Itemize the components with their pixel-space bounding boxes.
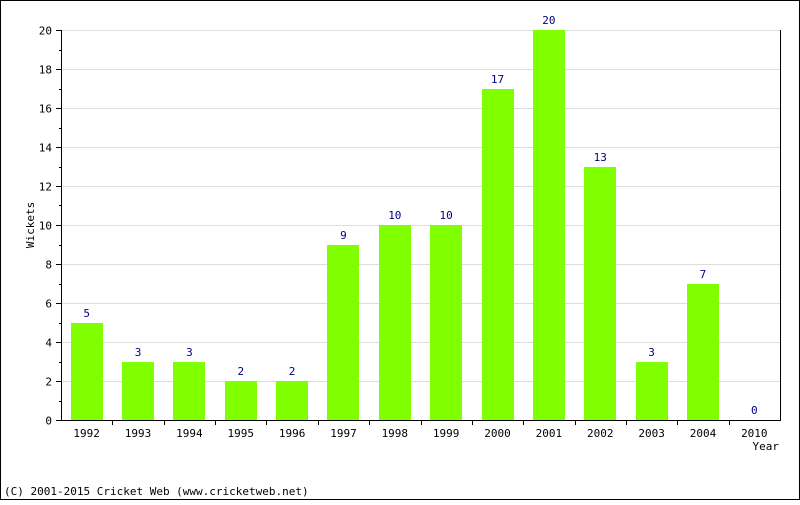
bar-2003: [636, 362, 668, 420]
x-axis-title: Year: [753, 440, 780, 453]
y-tick-label: 8: [45, 259, 52, 272]
data-label-2000: 17: [491, 73, 504, 86]
bar-1994: [173, 362, 205, 420]
y-tick-label: 10: [39, 220, 52, 233]
data-label-1994: 3: [186, 346, 193, 359]
bar-2004: [687, 284, 719, 420]
data-label-1995: 2: [237, 365, 244, 378]
y-axis-title: Wickets: [24, 202, 37, 248]
y-tick-label: 18: [39, 64, 52, 77]
x-tick-label-1999: 1999: [433, 427, 460, 440]
x-tick-label-1998: 1998: [382, 427, 409, 440]
copyright-footer: (C) 2001-2015 Cricket Web (www.cricketwe…: [4, 485, 309, 498]
data-label-2004: 7: [700, 268, 707, 281]
bar-1992: [71, 323, 103, 420]
x-tick-label-1996: 1996: [279, 427, 306, 440]
x-tick-label-1994: 1994: [176, 427, 203, 440]
axes: [56, 30, 781, 425]
data-label-1999: 10: [440, 209, 453, 222]
x-tick-labels: 1992 1993 1994 1995 1996 1997 1998 1999 2000 2001…: [73, 427, 767, 440]
data-label-2002: 13: [594, 151, 607, 164]
y-tick-label: 6: [45, 298, 52, 311]
bar-1998: [379, 225, 411, 420]
data-label-2001: 20: [542, 14, 555, 27]
data-label-1993: 3: [135, 346, 142, 359]
bars: [71, 30, 719, 420]
y-tick-label: 0: [45, 415, 52, 428]
data-label-2003: 3: [648, 346, 655, 359]
data-labels: 5 3 3 2 2 9 10 10 17 20 13 3 7 0: [83, 14, 757, 417]
x-tick-label-1997: 1997: [330, 427, 357, 440]
data-label-1997: 9: [340, 229, 347, 242]
bar-2002: [584, 167, 616, 420]
y-tick-label: 4: [45, 337, 52, 350]
x-tick-label-2010: 2010: [741, 427, 768, 440]
bar-1993: [122, 362, 154, 420]
y-tick-label: 12: [39, 181, 52, 194]
bar-2000: [482, 89, 514, 420]
y-tick-label: 20: [39, 25, 52, 38]
bar-1996: [276, 381, 308, 420]
x-tick-label-1992: 1992: [73, 427, 100, 440]
x-tick-label-1993: 1993: [125, 427, 152, 440]
x-tick-label-2002: 2002: [587, 427, 614, 440]
bar-2001: [533, 30, 565, 420]
data-label-2010: 0: [751, 404, 758, 417]
y-tick-labels: 0 2 4 6 8 10 12 14 16 18 20: [39, 25, 53, 428]
x-tick-label-2001: 2001: [536, 427, 563, 440]
data-label-1998: 10: [388, 209, 401, 222]
x-tick-label-2004: 2004: [690, 427, 717, 440]
x-tick-label-1995: 1995: [228, 427, 255, 440]
x-tick-label-2003: 2003: [638, 427, 665, 440]
data-label-1996: 2: [289, 365, 296, 378]
y-tick-label: 16: [39, 103, 52, 116]
bar-1997: [327, 245, 359, 420]
y-tick-label: 2: [45, 376, 52, 389]
y-tick-label: 14: [39, 142, 53, 155]
bar-1995: [225, 381, 257, 420]
data-label-1992: 5: [83, 307, 90, 320]
x-tick-label-2000: 2000: [484, 427, 511, 440]
bar-1999: [430, 225, 462, 420]
